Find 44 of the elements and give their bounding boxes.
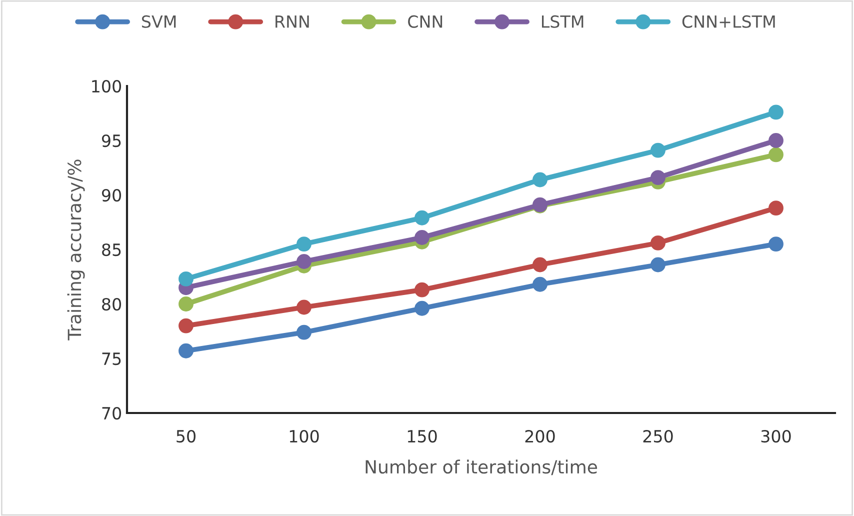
point [768,147,784,162]
x-tick-label: 300 [761,430,791,443]
point [768,236,784,252]
y-axis-title: Training accuracy/% [67,160,85,340]
point [768,104,784,120]
point [296,324,312,340]
point [414,282,430,298]
point [414,210,430,226]
point [532,172,548,188]
legend-label: LSTM [542,15,584,28]
point [178,343,194,358]
point [532,276,548,292]
point [414,300,430,316]
legend-label: CNN+LSTM [682,15,775,28]
point [650,235,666,250]
y-tick-label: 95 [102,134,121,148]
y-tick-label: 80 [102,298,122,311]
point [532,257,548,272]
point [768,200,784,216]
x-tick-label: 200 [525,430,555,443]
point [296,300,312,315]
point [650,170,666,186]
y-tick-label: 90 [102,188,122,202]
x-tick-label: 50 [176,430,196,443]
y-tick-label: 85 [102,243,121,256]
point [178,271,194,286]
y-tick-label: 70 [102,406,122,420]
legend-label: SVM [142,15,176,28]
point [178,318,194,334]
x-tick-label: 250 [643,430,673,443]
point [650,142,666,158]
point [296,236,312,252]
point [296,254,312,269]
x-axis-title: Number of iterations/time [366,460,598,476]
point [650,257,666,272]
legend-label: RNN [276,16,309,28]
x-tick-label: 150 [408,430,437,443]
point [178,296,194,312]
point [414,230,430,245]
x-tick-label: 100 [290,430,319,443]
point [768,133,784,148]
y-tick-label: 100 [92,80,122,93]
y-tick-label: 75 [102,352,121,366]
legend-label: CNN [408,15,442,28]
